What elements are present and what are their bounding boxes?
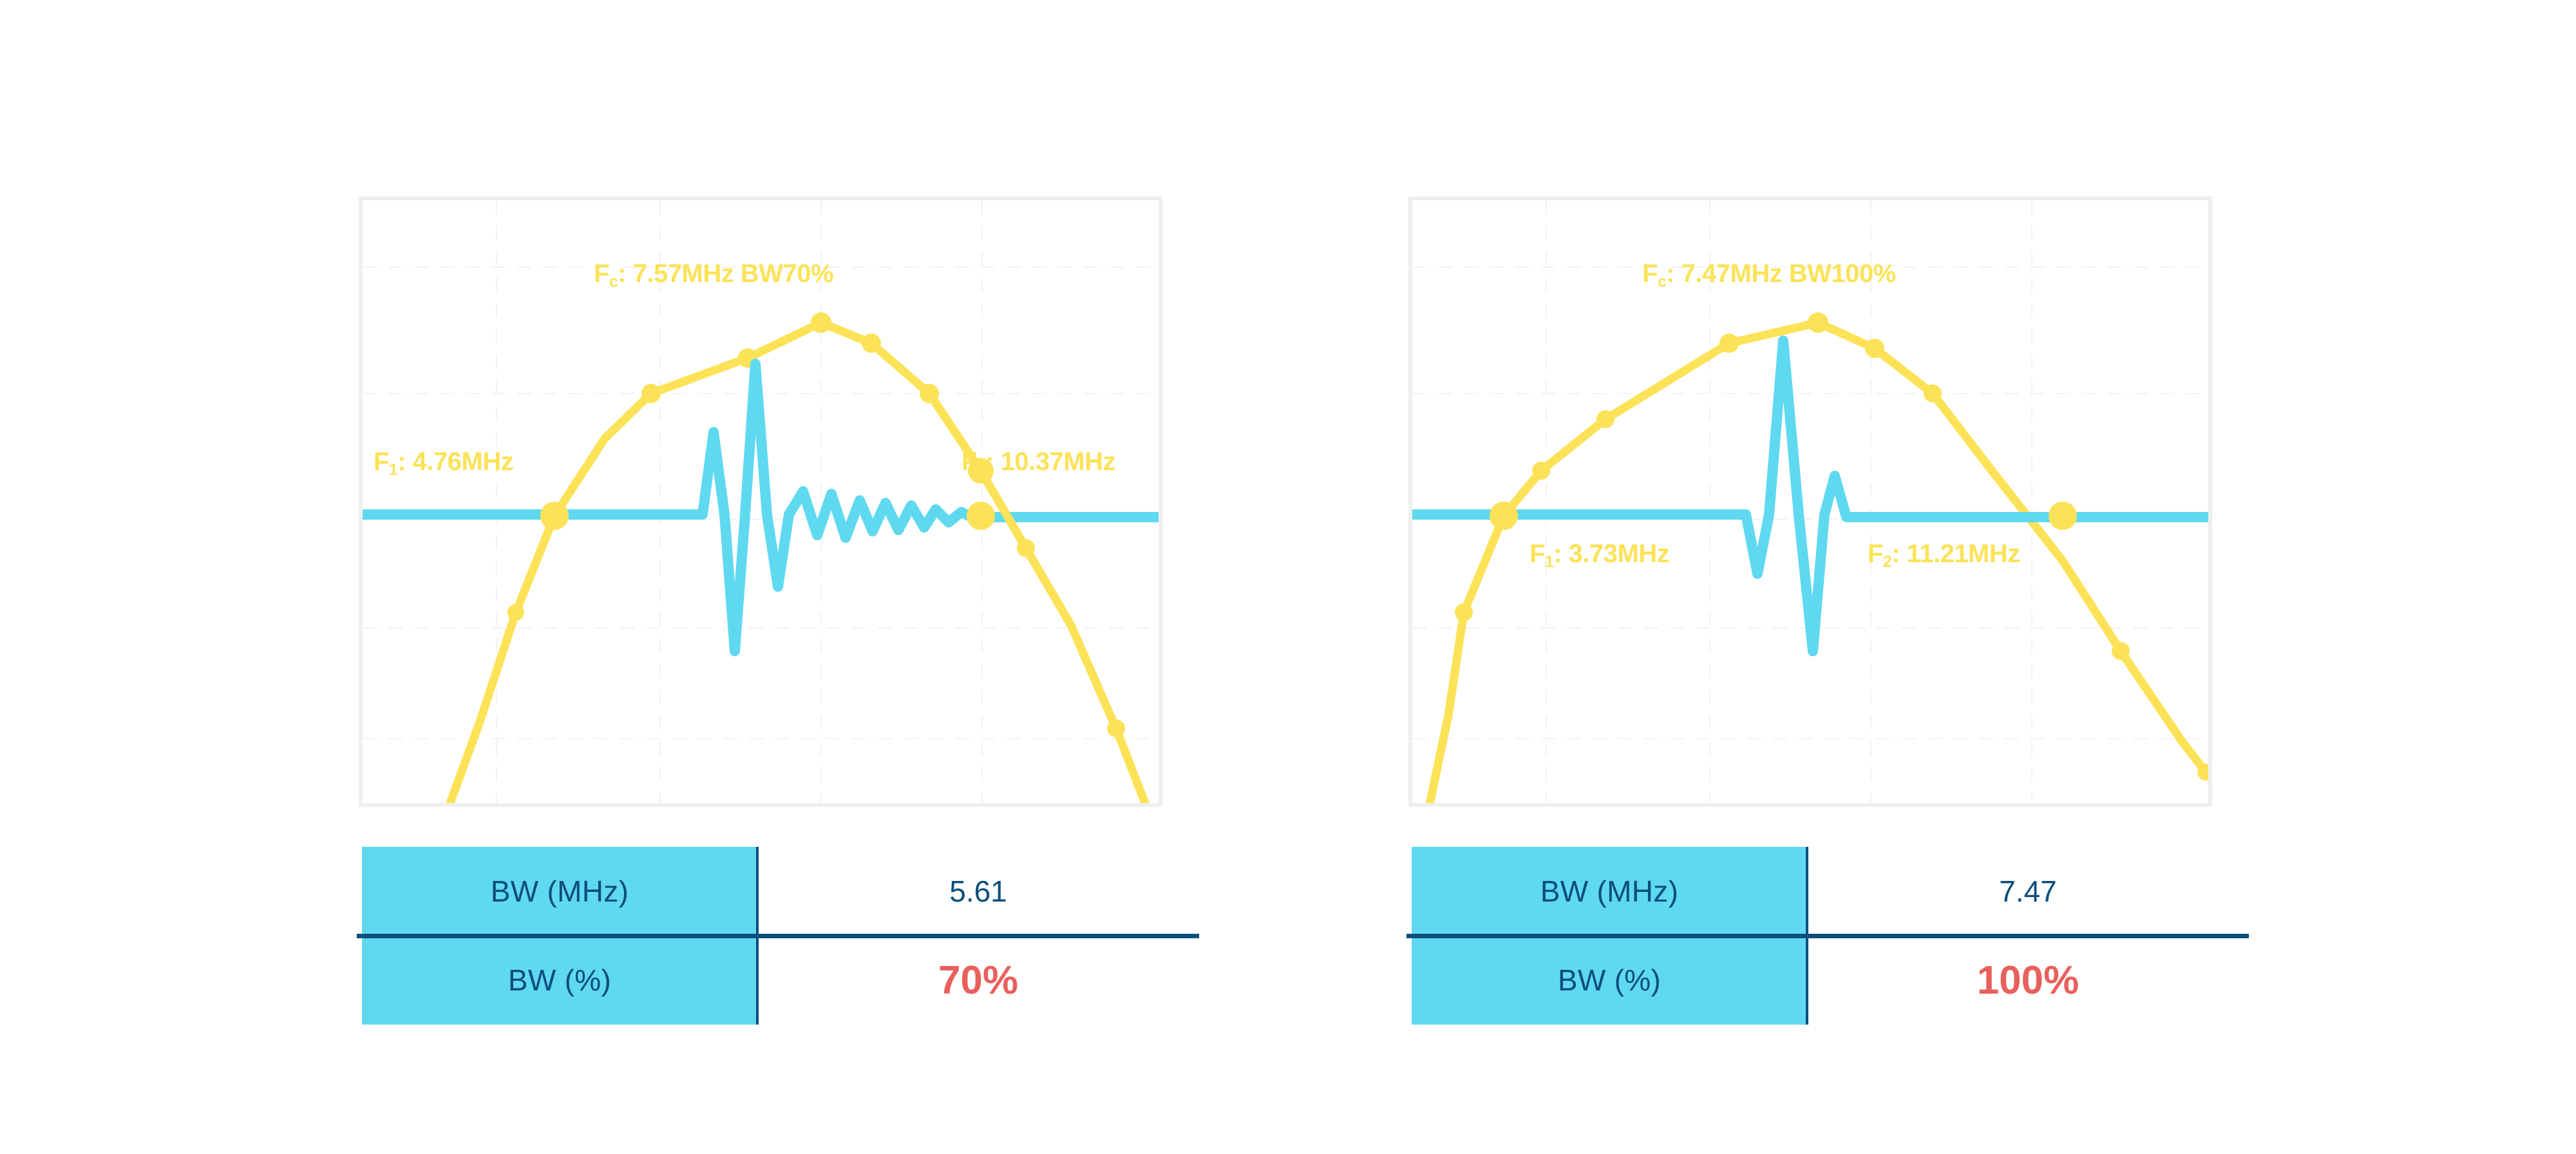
- chart-frame-right: [1408, 196, 2212, 807]
- row-label-bw-mhz: BW (MHz): [1412, 847, 1807, 936]
- time-domain-pulse-left: [363, 359, 1159, 656]
- f1-text: : 4.76MHz: [397, 448, 514, 476]
- cutoff-markers-left: [540, 502, 995, 530]
- lower-cutoff-label-left: F1: 4.76MHz: [374, 448, 514, 479]
- f1-subscript: 1: [388, 461, 398, 479]
- f2-subscript: 2: [1882, 553, 1892, 571]
- fc-text: : 7.47MHz BW100%: [1666, 260, 1896, 288]
- upper-cutoff-label-right: F2: 11.21MHz: [1868, 540, 2020, 571]
- bandwidth-table-right: BW (MHz) 7.47 BW (%) 100%: [1406, 847, 2249, 1025]
- fc-subscript: c: [1657, 273, 1667, 291]
- center-frequency-label-left: Fc: 7.57MHz BW70%: [594, 260, 834, 291]
- lower-cutoff-label-right: F1: 3.73MHz: [1530, 540, 1670, 571]
- f1-symbol: F: [1530, 540, 1545, 568]
- fc-symbol: F: [594, 260, 609, 288]
- row-label-bw-percent: BW (%): [1412, 936, 1807, 1025]
- row-label-bw-mhz: BW (MHz): [362, 847, 757, 936]
- f2-text: : 10.37MHz: [985, 448, 1115, 476]
- table-row-divider: [357, 934, 1199, 938]
- row-value-bw-mhz: 5.61: [757, 847, 1199, 936]
- bandwidth-panel-left: Fc: 7.57MHz BW70% F1: 4.76MHz F2: 10.37M…: [357, 196, 1199, 1025]
- fc-symbol: F: [1642, 260, 1658, 288]
- upper-cutoff-label-left: F2: 10.37MHz: [961, 448, 1115, 479]
- table-column-divider: [756, 847, 759, 1025]
- table-row-divider: [1406, 934, 2249, 938]
- center-frequency-label-right: Fc: 7.47MHz BW100%: [1642, 260, 1896, 291]
- f1-text: : 3.73MHz: [1553, 540, 1670, 568]
- table-row: BW (%) 70%: [362, 936, 1199, 1025]
- table-row: BW (MHz) 5.61: [362, 847, 1199, 936]
- cutoff-markers-right: [1490, 502, 2077, 530]
- spectrum-overlay-left: [976, 466, 1030, 553]
- f2-symbol: F: [1868, 540, 1883, 568]
- bandwidth-panel-right: Fc: 7.47MHz BW100% F1: 3.73MHz F2: 11.21…: [1050, 0, 2338, 1154]
- row-value-bw-mhz: 7.47: [1807, 847, 2249, 936]
- chart-frame-left: [359, 196, 1162, 807]
- table-row: BW (%) 100%: [1412, 936, 2249, 1025]
- bandwidth-chart-left: [363, 200, 1159, 803]
- row-value-bw-percent: 70%: [757, 936, 1199, 1025]
- fc-text: : 7.57MHz BW70%: [618, 260, 834, 288]
- f2-subscript: 2: [976, 461, 986, 479]
- f1-symbol: F: [374, 448, 389, 476]
- frequency-spectrum-line-left: [446, 318, 1150, 803]
- f2-text: : 11.21MHz: [1891, 540, 2020, 568]
- time-domain-pulse-right: [1412, 336, 2208, 656]
- row-label-bw-percent: BW (%): [362, 936, 757, 1025]
- f2-symbol: F: [961, 448, 977, 476]
- table-row: BW (MHz) 7.47: [1412, 847, 2249, 936]
- bandwidth-table-left: BW (MHz) 5.61 BW (%) 70%: [357, 847, 1199, 1025]
- f1-subscript: 1: [1544, 553, 1554, 571]
- fc-subscript: c: [609, 273, 618, 291]
- row-value-bw-percent: 100%: [1807, 936, 2249, 1025]
- bandwidth-chart-right: [1412, 200, 2208, 803]
- table-column-divider: [1806, 847, 1808, 1025]
